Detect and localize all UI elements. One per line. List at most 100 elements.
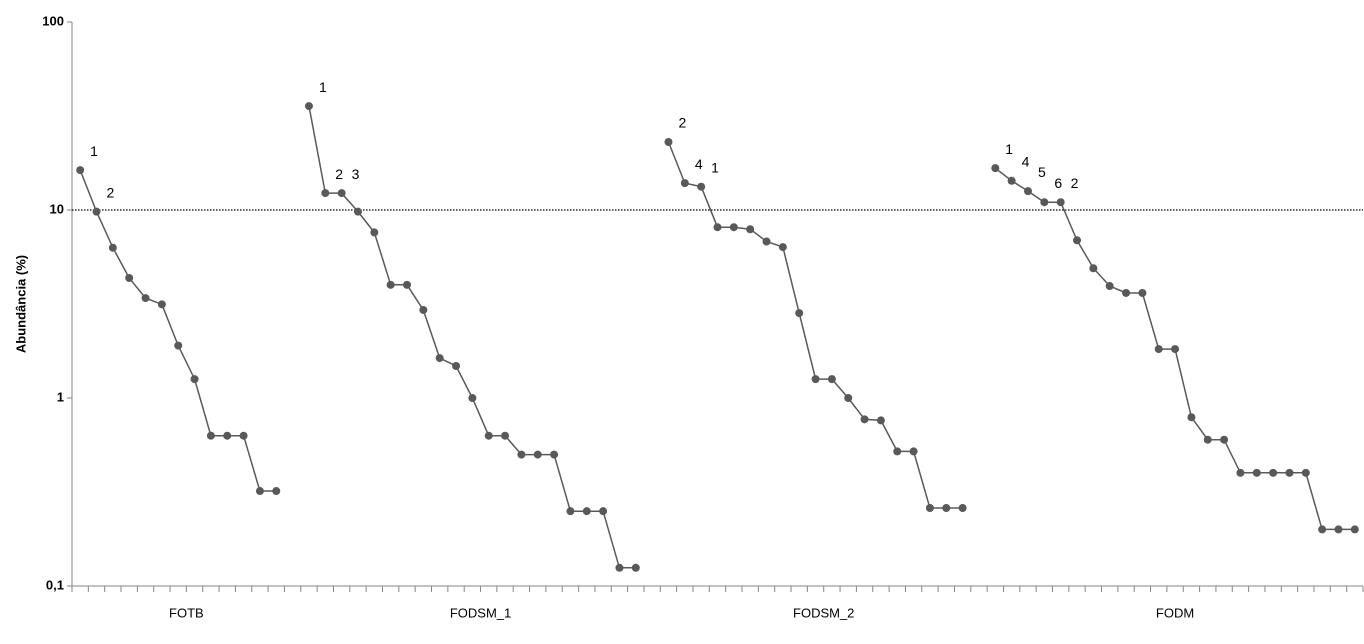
data-point <box>762 237 771 246</box>
data-point <box>844 394 853 402</box>
data-point <box>321 189 330 198</box>
point-label: 2 <box>107 184 115 200</box>
data-point <box>337 189 346 198</box>
series-line <box>79 169 277 492</box>
data-point <box>272 487 281 496</box>
data-point <box>1350 525 1359 534</box>
data-point <box>141 294 150 303</box>
data-point <box>1040 198 1049 207</box>
data-point <box>1023 187 1032 196</box>
data-point <box>1285 468 1294 477</box>
data-point <box>746 225 755 234</box>
data-point <box>223 431 232 440</box>
data-point <box>1187 413 1196 422</box>
data-point <box>697 182 706 191</box>
y-tick-label: 1 <box>57 389 64 404</box>
point-label: 2 <box>678 115 686 131</box>
point-label: 5 <box>1038 164 1046 180</box>
data-point <box>909 447 918 456</box>
data-point <box>664 137 673 146</box>
data-point <box>239 431 248 440</box>
series-line <box>667 141 963 509</box>
point-label: 1 <box>1005 141 1013 157</box>
data-point <box>501 431 510 440</box>
data-point <box>1252 468 1261 477</box>
data-point <box>860 415 869 424</box>
y-tick-label: 10 <box>50 201 64 216</box>
data-point <box>778 243 787 252</box>
data-point <box>92 207 101 216</box>
point-label: 1 <box>711 159 719 175</box>
point-label: 4 <box>695 156 703 172</box>
data-point <box>468 394 477 402</box>
data-point <box>157 300 166 309</box>
data-point <box>304 102 313 111</box>
data-point <box>435 354 444 363</box>
data-point <box>729 223 738 232</box>
point-label: 4 <box>1022 153 1030 169</box>
point-label: 3 <box>352 166 360 182</box>
data-point <box>419 305 428 314</box>
data-point <box>517 450 526 459</box>
data-point <box>1154 345 1163 354</box>
data-point <box>599 507 608 516</box>
data-point <box>811 375 820 384</box>
group-label: FODSM_1 <box>450 605 511 620</box>
data-point <box>1138 288 1147 297</box>
group-label: FODM <box>1156 605 1194 620</box>
data-point <box>942 503 951 512</box>
data-point <box>925 503 934 512</box>
point-label: 2 <box>335 166 343 182</box>
group-label: FOTB <box>169 605 204 620</box>
data-point <box>452 361 461 370</box>
data-point <box>206 431 215 440</box>
data-point <box>386 280 395 289</box>
data-point <box>484 431 493 440</box>
data-point <box>1056 198 1065 207</box>
data-point <box>958 503 967 512</box>
data-point <box>582 507 591 516</box>
data-point <box>125 273 134 282</box>
data-point <box>893 447 902 456</box>
data-point <box>255 487 264 496</box>
data-point <box>876 416 885 425</box>
data-point <box>1220 435 1229 444</box>
data-point <box>1203 435 1212 444</box>
y-tick-label: 100 <box>42 13 64 28</box>
data-point <box>1318 525 1327 534</box>
data-point <box>713 223 722 232</box>
point-label: 2 <box>1071 175 1079 191</box>
data-point <box>1171 345 1180 354</box>
data-point <box>1089 264 1098 273</box>
data-point <box>1007 176 1016 185</box>
data-point <box>1301 468 1310 477</box>
group-label: FODSM_2 <box>793 605 854 620</box>
data-point <box>615 563 624 572</box>
data-point <box>1269 468 1278 477</box>
data-point <box>353 207 362 216</box>
data-point <box>108 243 117 252</box>
data-point <box>566 507 575 516</box>
data-point <box>827 375 836 384</box>
data-point <box>1334 525 1343 534</box>
point-label: 1 <box>319 79 327 95</box>
data-point <box>403 280 412 289</box>
data-point <box>680 179 689 188</box>
data-point <box>631 563 640 572</box>
point-label: 6 <box>1054 175 1062 191</box>
data-point <box>533 450 542 459</box>
data-point <box>370 228 379 237</box>
data-point <box>795 309 804 318</box>
data-point <box>1236 468 1245 477</box>
data-point <box>1105 282 1114 291</box>
y-tick-label: 0,1 <box>46 577 64 592</box>
data-point <box>1122 288 1131 297</box>
data-point <box>1073 236 1082 245</box>
point-label: 1 <box>90 143 98 159</box>
y-axis-title: Abundância (%) <box>13 255 28 353</box>
data-point <box>76 166 85 175</box>
data-point <box>991 164 1000 173</box>
data-point <box>190 375 199 384</box>
